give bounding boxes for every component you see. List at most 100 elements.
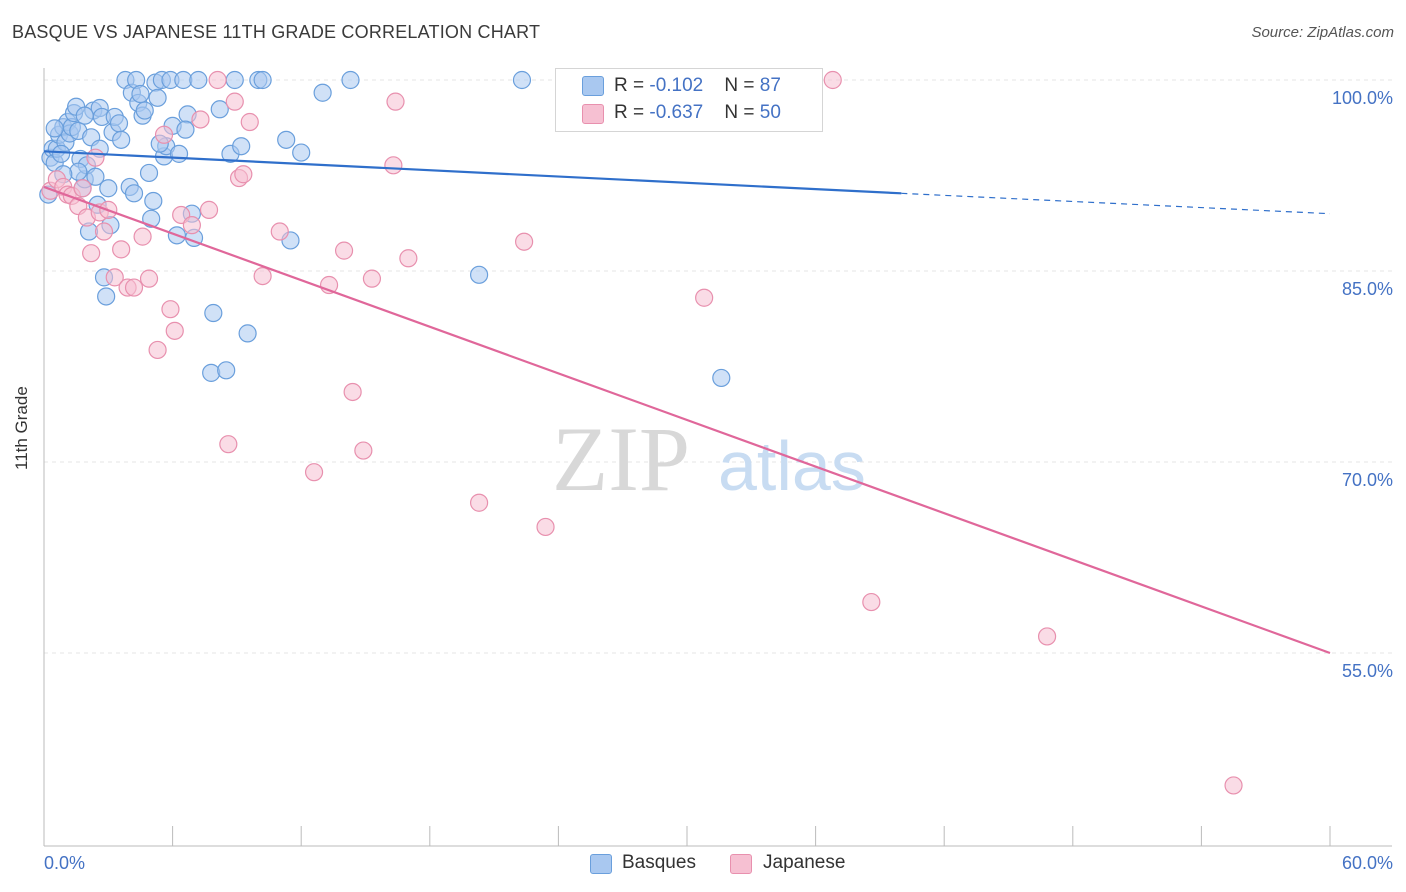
x-tick-label: 0.0% bbox=[44, 853, 85, 873]
basques-point bbox=[142, 209, 161, 228]
legend-r-label: R = bbox=[614, 75, 650, 96]
japanese-point bbox=[386, 92, 405, 111]
y-tick-label: 70.0% bbox=[1342, 470, 1393, 490]
japanese-point bbox=[191, 110, 210, 129]
japanese-point bbox=[234, 165, 253, 184]
legend-row-japanese: R = -0.637 N = 50 bbox=[614, 102, 781, 124]
japanese-point bbox=[270, 222, 289, 241]
japanese-point bbox=[1037, 627, 1057, 646]
legend-n-label: N = bbox=[724, 75, 760, 96]
basques-point bbox=[277, 130, 296, 149]
basques-point bbox=[204, 303, 223, 323]
basques-point bbox=[135, 101, 154, 120]
tick-labels: 100.0% 85.0% 70.0% 55.0% 0.0% 60.0% bbox=[44, 88, 1393, 873]
basques-point bbox=[124, 184, 144, 203]
legend-n-label: N = bbox=[724, 102, 760, 123]
japanese-point bbox=[94, 222, 114, 241]
basques-point bbox=[341, 70, 360, 90]
japanese-point bbox=[161, 300, 180, 319]
japanese-point bbox=[154, 125, 174, 144]
y-axis-label: 11th Grade bbox=[12, 386, 31, 470]
japanese-point bbox=[334, 241, 354, 260]
basques-point bbox=[210, 100, 229, 119]
basques-point bbox=[469, 265, 489, 284]
legend-swatch-basques bbox=[582, 76, 604, 96]
japanese-points bbox=[41, 70, 1243, 795]
bottom-legend-swatch-japanese bbox=[730, 854, 752, 874]
japanese-point bbox=[384, 156, 403, 175]
x-tick-label: 60.0% bbox=[1342, 853, 1393, 873]
japanese-trend-line bbox=[43, 185, 1331, 655]
japanese-point bbox=[469, 493, 489, 512]
stats-legend: R = -0.102 N = 87 R = -0.637 N = 50 bbox=[555, 68, 823, 132]
basques-point bbox=[232, 137, 251, 156]
japanese-point bbox=[105, 268, 124, 287]
japanese-point bbox=[133, 227, 152, 246]
basques-point bbox=[139, 163, 159, 183]
basques-point bbox=[512, 70, 532, 90]
japanese-point bbox=[219, 435, 238, 454]
legend-r-value-basques: -0.102 bbox=[649, 75, 704, 96]
legend-row-basques: R = -0.102 N = 87 bbox=[614, 75, 781, 97]
japanese-point bbox=[536, 517, 555, 537]
basques-point bbox=[148, 88, 167, 107]
basques-point bbox=[75, 106, 94, 125]
basques-point bbox=[69, 162, 88, 181]
legend-r-label: R = bbox=[614, 102, 650, 123]
basques-point bbox=[131, 84, 150, 104]
basques-point bbox=[225, 70, 244, 90]
japanese-point bbox=[139, 269, 159, 288]
japanese-point bbox=[1224, 776, 1243, 795]
basques-point bbox=[238, 324, 257, 343]
basques-trend-line bbox=[43, 150, 902, 195]
japanese-point bbox=[515, 232, 534, 251]
basques-point bbox=[313, 83, 332, 102]
japanese-point bbox=[253, 266, 272, 286]
legend-swatch-japanese bbox=[582, 104, 604, 124]
bottom-legend-swatch-basques bbox=[590, 854, 612, 874]
basques-point bbox=[97, 287, 116, 306]
japanese-point bbox=[124, 278, 144, 297]
basques-point bbox=[52, 144, 71, 163]
axes bbox=[43, 68, 1392, 847]
basques-point bbox=[144, 191, 163, 211]
basques-point bbox=[292, 143, 311, 162]
japanese-point bbox=[362, 269, 382, 288]
watermark: ZIP atlas bbox=[552, 408, 866, 510]
basques-point bbox=[112, 130, 131, 149]
japanese-point bbox=[304, 463, 324, 482]
japanese-point bbox=[165, 321, 184, 340]
japanese-point bbox=[148, 340, 167, 360]
bottom-legend-japanese: Japanese bbox=[763, 852, 846, 873]
basques-point bbox=[169, 144, 189, 163]
bottom-legend-basques: Basques bbox=[622, 852, 696, 873]
legend-n-value-basques: 87 bbox=[759, 75, 781, 96]
japanese-point bbox=[86, 148, 105, 167]
japanese-point bbox=[862, 592, 881, 612]
japanese-point bbox=[823, 70, 842, 90]
japanese-point bbox=[199, 200, 219, 219]
basques-trend-extension bbox=[901, 192, 1331, 215]
japanese-point bbox=[208, 70, 227, 90]
chart-title: BASQUE VS JAPANESE 11TH GRADE CORRELATIO… bbox=[12, 22, 541, 42]
y-tick-label: 85.0% bbox=[1342, 279, 1393, 299]
basques-point bbox=[253, 70, 272, 90]
watermark-zip: ZIP bbox=[552, 408, 690, 510]
bottom-legend: Basques Japanese bbox=[0, 852, 1406, 878]
legend-r-value-japanese: -0.637 bbox=[649, 102, 704, 123]
basques-point bbox=[176, 120, 195, 139]
japanese-point bbox=[354, 441, 373, 460]
basques-point bbox=[189, 70, 208, 90]
japanese-point bbox=[182, 216, 201, 235]
y-tick-label: 100.0% bbox=[1332, 88, 1393, 108]
basques-point bbox=[99, 179, 118, 198]
basques-point bbox=[86, 167, 105, 186]
japanese-point bbox=[240, 112, 259, 132]
source-label: Source: ZipAtlas.com bbox=[1251, 24, 1394, 41]
japanese-point bbox=[82, 244, 101, 263]
japanese-point bbox=[112, 240, 131, 259]
basques-point bbox=[109, 114, 129, 133]
japanese-point bbox=[399, 249, 418, 268]
basques-point bbox=[202, 363, 221, 382]
